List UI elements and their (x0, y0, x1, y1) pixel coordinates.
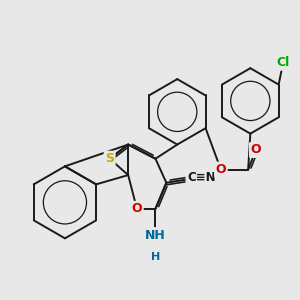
Text: O: O (132, 202, 142, 215)
Text: Cl: Cl (276, 56, 290, 69)
Text: NH: NH (145, 229, 166, 242)
Text: H: H (151, 252, 160, 262)
Text: O: O (250, 143, 261, 157)
Text: C≡N: C≡N (187, 171, 216, 184)
Text: O: O (216, 163, 226, 176)
Text: S: S (105, 152, 114, 165)
